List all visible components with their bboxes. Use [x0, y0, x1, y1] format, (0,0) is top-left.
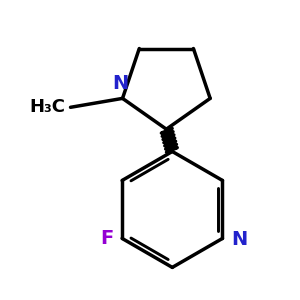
- Text: N: N: [112, 74, 128, 93]
- Text: N: N: [231, 230, 248, 249]
- Text: F: F: [100, 229, 113, 248]
- Text: H₃C: H₃C: [29, 98, 65, 116]
